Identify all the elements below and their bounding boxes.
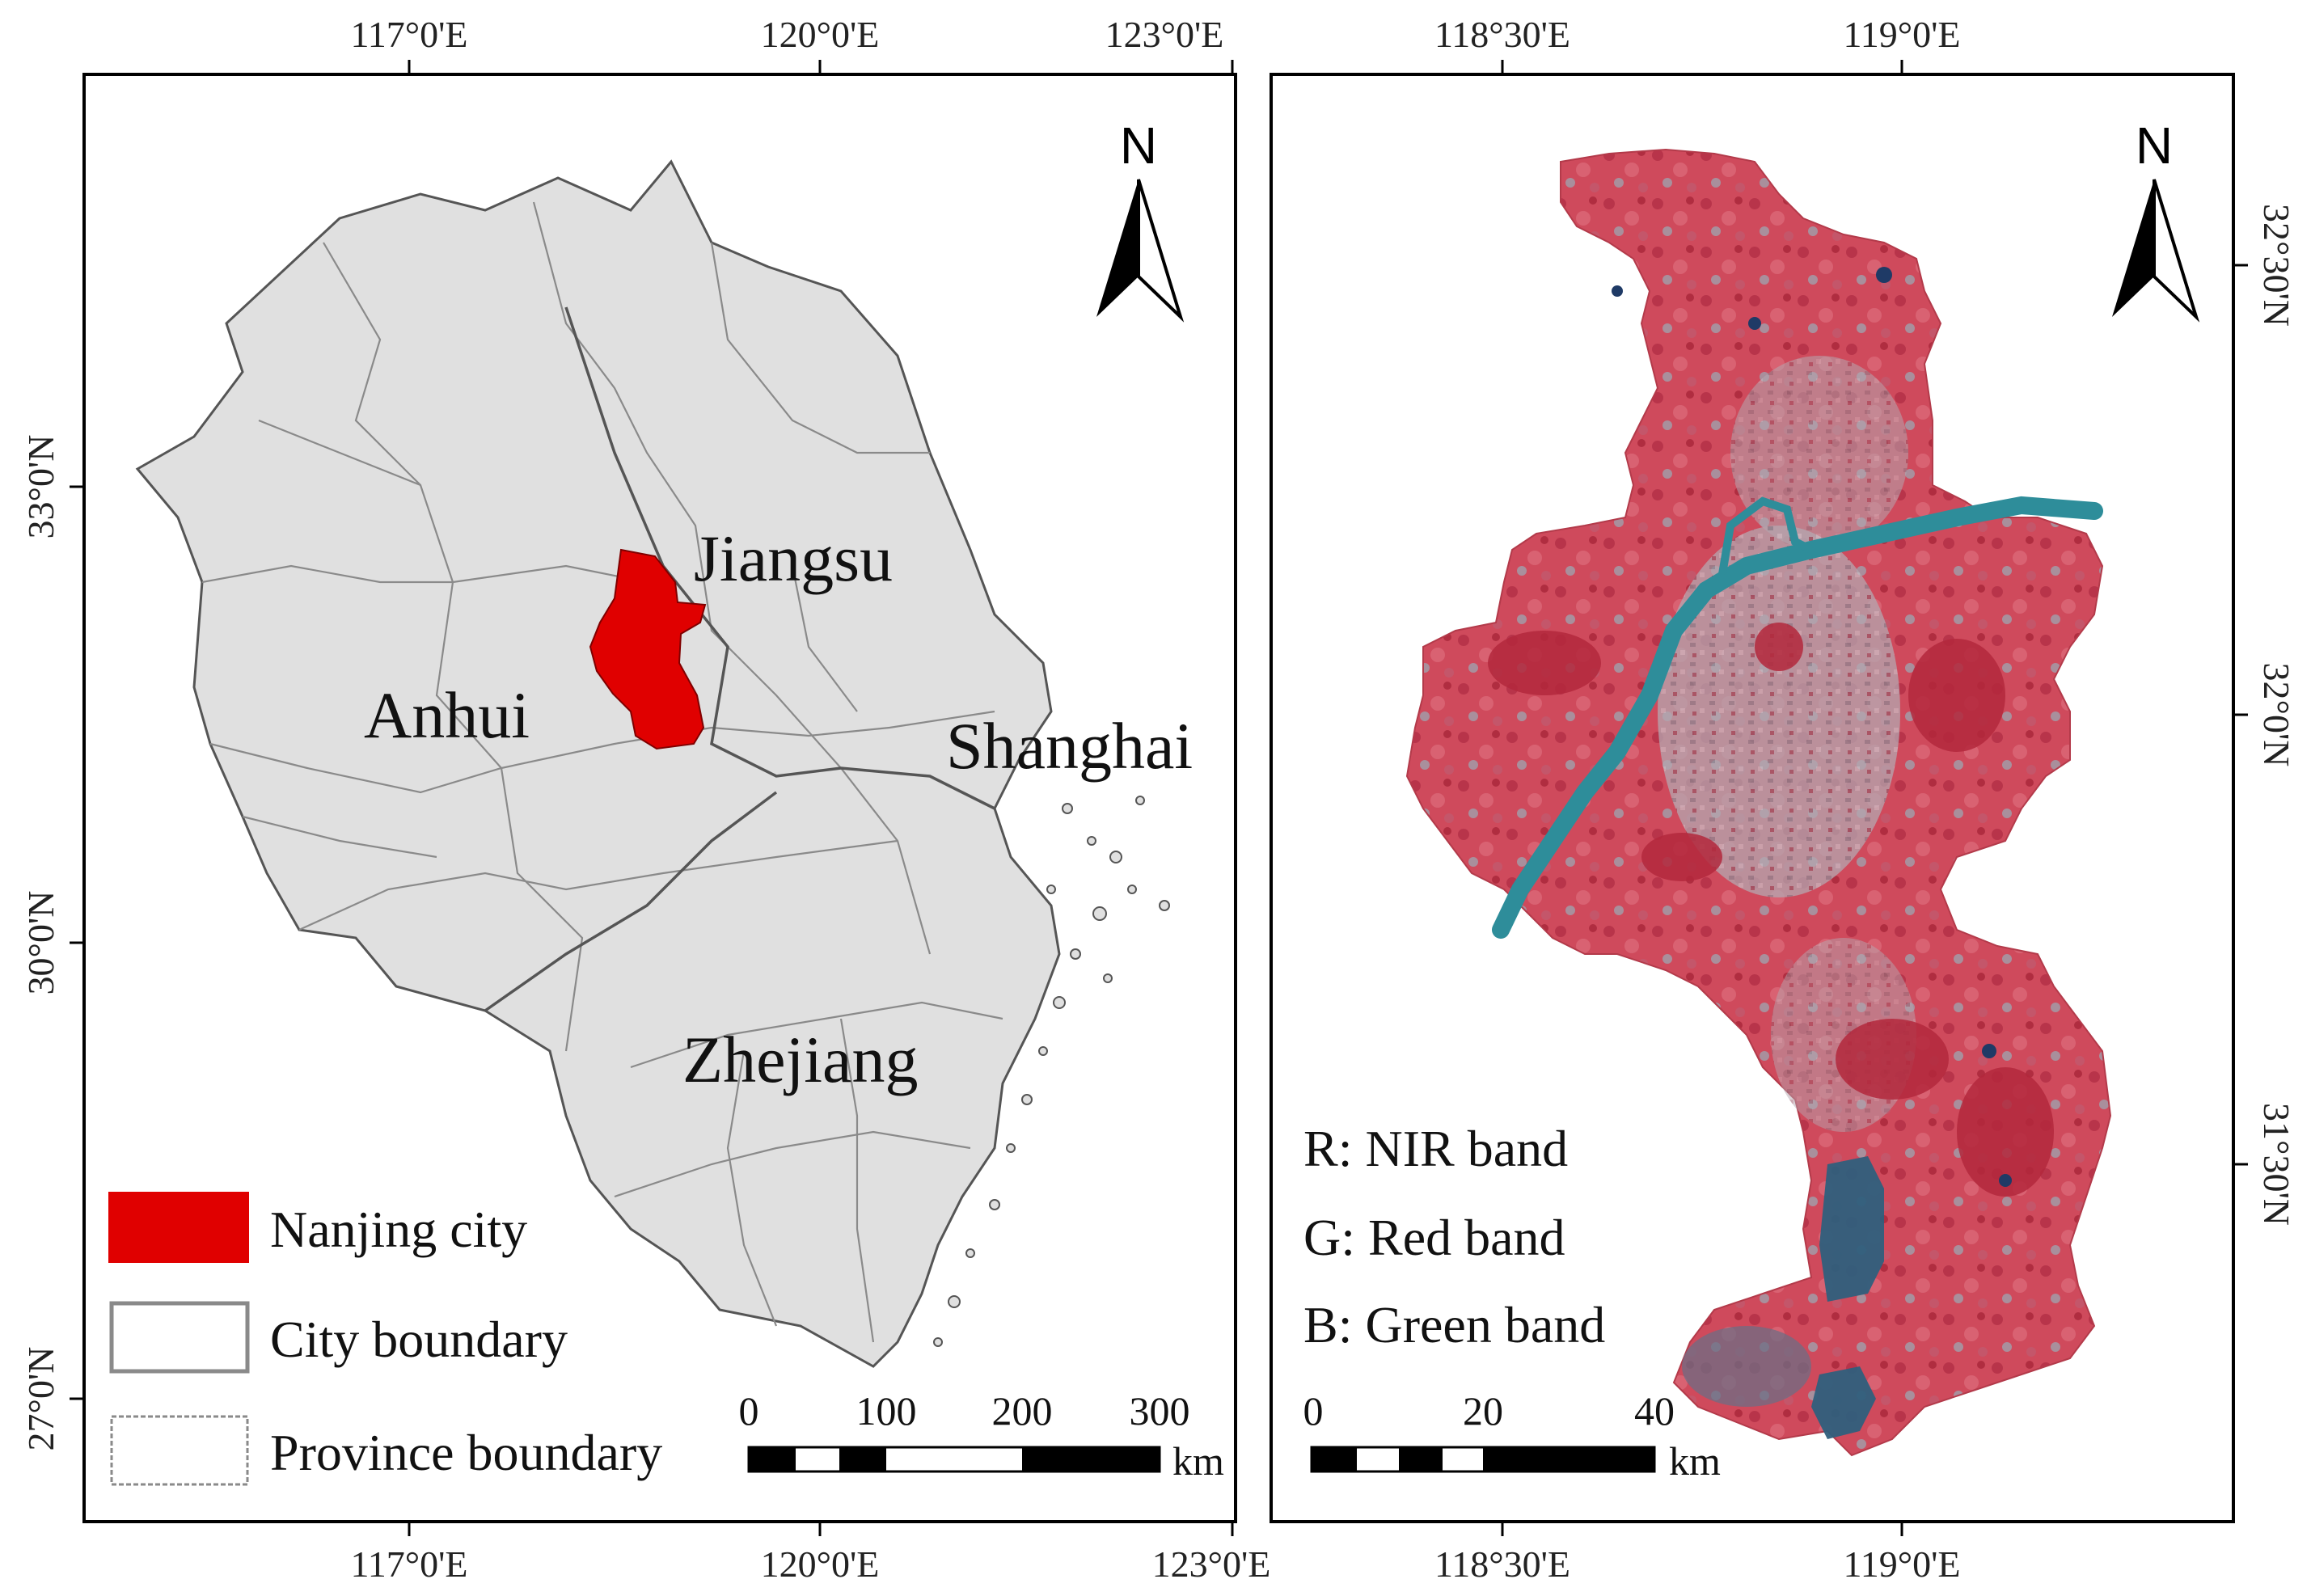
right-scale-label-20: 20	[1463, 1388, 1503, 1433]
legend-label-province-boundary: Province boundary	[270, 1424, 662, 1481]
river-island-loop	[1718, 496, 1814, 575]
left-bottom-tick-1: 117°0'E	[350, 1543, 467, 1585]
right-map-frame	[1270, 73, 2235, 1523]
legend-swatch-city-boundary	[109, 1301, 250, 1374]
left-scale-label-300: 300	[1130, 1388, 1190, 1433]
svg-text:N: N	[1120, 116, 1157, 175]
southwest-plain	[1682, 1326, 1811, 1407]
label-jiangsu: Jiangsu	[694, 521, 893, 595]
label-zhejiang: Zhejiang	[682, 1023, 918, 1096]
legend: Nanjing city City boundary Province boun…	[108, 1192, 662, 1486]
city-boundaries	[201, 201, 1003, 1343]
label-anhui: Anhui	[364, 678, 530, 752]
right-scale-bar: 0 20 40 km	[1303, 1388, 1722, 1484]
small-lakes	[1612, 267, 2012, 1187]
right-lat-tick-2: 32°0'N	[2256, 663, 2297, 767]
province-boundaries	[484, 306, 995, 1012]
band-label-g: G: Red band	[1303, 1209, 1565, 1266]
left-top-tick-1: 117°0'E	[350, 14, 467, 55]
legend-label-city-boundary: City boundary	[270, 1311, 568, 1368]
left-bottom-tick-3: 123°0'E	[1152, 1543, 1271, 1585]
right-bottom-tick-2: 119°0'E	[1843, 1543, 1960, 1585]
right-scale-label-40: 40	[1634, 1388, 1675, 1433]
left-top-tick-3: 123°0'E	[1105, 14, 1224, 55]
left-scale-bar: 0 100 200 300 km	[739, 1388, 1225, 1484]
right-bottom-tick-1: 118°30'E	[1434, 1543, 1570, 1585]
right-map: 118°30'E 119°0'E 118°30'E 119°0'E 32°30'…	[1270, 14, 2297, 1585]
left-scale-label-200: 200	[992, 1388, 1053, 1433]
left-scale-label-0: 0	[739, 1388, 759, 1433]
right-lat-tick-3: 31°30'N	[2256, 1103, 2297, 1226]
left-scale-label-100: 100	[856, 1388, 917, 1433]
right-lat-tick-1: 32°30'N	[2256, 204, 2297, 327]
band-label-r: R: NIR band	[1303, 1120, 1568, 1177]
svg-text:N: N	[2136, 116, 2173, 175]
left-map: 117°0'E 120°0'E 123°0'E 117°0'E 120°0'E …	[20, 14, 1270, 1585]
legend-swatch-province-boundary	[110, 1415, 249, 1486]
yangtze-river	[1492, 496, 2103, 939]
left-lat-tick-3: 27°0'N	[20, 1347, 61, 1451]
left-scale-unit: km	[1172, 1438, 1224, 1484]
right-scale-label-0: 0	[1303, 1388, 1324, 1433]
band-label-b: B: Green band	[1303, 1296, 1605, 1353]
left-lat-tick-1: 33°0'N	[20, 435, 61, 539]
north-arrow-icon: N	[1096, 116, 1185, 323]
label-shanghai: Shanghai	[946, 709, 1193, 783]
urban-area-north	[1730, 356, 1908, 550]
coastal-islands	[933, 796, 1170, 1347]
gucheng-lake	[1811, 1366, 1876, 1439]
province-area	[135, 159, 1061, 1368]
urban-area	[1658, 526, 1900, 897]
right-scale-unit: km	[1669, 1438, 1721, 1484]
left-map-frame	[82, 73, 1237, 1523]
legend-label-nanjing: Nanjing city	[270, 1201, 527, 1258]
right-top-tick-1: 118°30'E	[1434, 14, 1570, 55]
legend-swatch-nanjing	[108, 1192, 249, 1263]
left-top-tick-2: 120°0'E	[761, 14, 880, 55]
left-lat-tick-2: 30°0'N	[20, 891, 61, 995]
vegetation-patches	[1488, 623, 2054, 1197]
north-arrow-icon: N	[2112, 116, 2200, 323]
shijiu-lake	[1819, 1156, 1884, 1302]
left-bottom-tick-2: 120°0'E	[761, 1543, 880, 1585]
right-top-tick-2: 119°0'E	[1843, 14, 1960, 55]
nanjing-city-area	[589, 548, 707, 750]
